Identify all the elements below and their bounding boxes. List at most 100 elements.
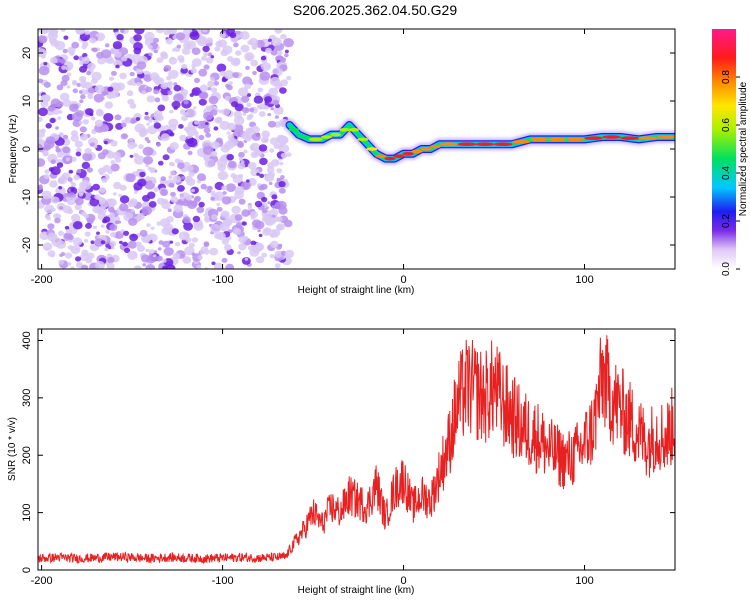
noise-speckle: [156, 57, 164, 63]
noise-speckle: [253, 95, 264, 104]
noise-speckle: [43, 144, 51, 151]
top-y-tick-label: -20: [21, 237, 33, 253]
noise-speckle: [101, 177, 108, 183]
top-x-tick-label: -200: [31, 274, 53, 286]
noise-speckle: [221, 185, 228, 191]
noise-speckle: [237, 162, 246, 170]
noise-speckle: [100, 240, 106, 245]
noise-speckle: [113, 59, 122, 68]
noise-speckle: [133, 34, 142, 42]
noise-speckle: [239, 31, 250, 40]
noise-speckle: [271, 205, 276, 209]
noise-speckle: [190, 67, 197, 74]
noise-speckle: [72, 119, 82, 127]
noise-speckle: [44, 169, 50, 174]
noise-speckle: [163, 29, 171, 36]
noise-speckle: [279, 161, 284, 166]
noise-speckle: [267, 113, 272, 117]
noise-speckle: [135, 241, 142, 247]
noise-speckle: [274, 29, 283, 34]
noise-speckle: [154, 97, 161, 103]
noise-speckle: [202, 29, 208, 33]
noise-speckle: [123, 230, 130, 236]
ridge-hotspot: [297, 135, 311, 139]
noise-speckle: [95, 206, 104, 215]
ridge-hotspot: [566, 137, 585, 142]
noise-speckle: [249, 142, 261, 152]
noise-speckle: [278, 181, 286, 188]
noise-speckle: [81, 56, 91, 64]
spectrogram-frame: [37, 28, 676, 270]
noise-speckle: [161, 95, 169, 102]
noise-speckle: [157, 247, 162, 251]
noise-speckle: [110, 232, 117, 238]
noise-speckle: [82, 179, 89, 186]
noise-speckle: [153, 37, 159, 43]
noise-speckle: [117, 220, 122, 224]
noise-speckle: [58, 230, 64, 236]
noise-speckle: [259, 173, 265, 178]
noise-speckle: [110, 70, 117, 76]
noise-speckle: [169, 170, 176, 176]
noise-speckle: [272, 99, 280, 106]
noise-speckle: [68, 169, 74, 174]
noise-speckle: [203, 64, 210, 70]
noise-speckle: [207, 80, 215, 88]
noise-speckle: [277, 50, 283, 56]
noise-speckle: [240, 44, 250, 53]
noise-speckle: [67, 262, 72, 266]
noise-speckle: [185, 237, 192, 243]
noise-speckle: [205, 122, 209, 126]
noise-speckle: [64, 225, 70, 230]
noise-speckle: [38, 185, 43, 191]
noise-speckle: [243, 149, 248, 154]
noise-speckle: [234, 186, 245, 195]
noise-speckle: [74, 203, 82, 211]
noise-speckle: [224, 244, 232, 251]
noise-speckle: [182, 256, 192, 264]
noise-speckle: [172, 252, 181, 259]
noise-speckle: [119, 72, 127, 80]
noise-speckle: [274, 250, 283, 259]
noise-speckle: [242, 112, 247, 116]
noise-speckle: [168, 118, 179, 128]
noise-speckle: [191, 252, 196, 256]
noise-speckle: [256, 172, 260, 176]
noise-speckle: [144, 31, 155, 42]
noise-speckle: [221, 257, 228, 263]
noise-speckle: [94, 194, 101, 200]
noise-speckle: [198, 98, 207, 106]
noise-region: [38, 29, 295, 269]
noise-speckle: [118, 193, 122, 197]
noise-speckle: [103, 140, 108, 145]
noise-speckle: [80, 133, 88, 141]
noise-speckle: [248, 113, 254, 119]
noise-speckle: [263, 105, 269, 110]
noise-speckle: [200, 183, 207, 190]
noise-speckle: [63, 134, 69, 140]
noise-speckle: [110, 246, 115, 250]
noise-speckle: [84, 30, 90, 35]
noise-speckle: [70, 266, 75, 269]
noise-speckle: [107, 169, 113, 175]
noise-speckle: [233, 42, 239, 48]
noise-speckle: [216, 63, 227, 73]
noise-speckle: [196, 264, 202, 269]
noise-speckle: [70, 181, 74, 185]
noise-speckle: [38, 78, 44, 84]
noise-speckle: [49, 57, 58, 64]
noise-speckle: [134, 123, 146, 133]
noise-speckle: [144, 111, 149, 116]
noise-speckle: [146, 139, 151, 144]
ridge-hotspot: [366, 147, 378, 151]
noise-speckle: [260, 183, 268, 190]
noise-speckle: [246, 93, 251, 97]
noise-speckle: [216, 231, 226, 241]
noise-speckle: [271, 194, 278, 200]
top-x-tick-label: 100: [575, 274, 593, 286]
noise-speckle: [251, 132, 261, 141]
noise-speckle: [280, 79, 288, 87]
noise-speckle: [191, 237, 198, 243]
noise-speckle: [213, 105, 218, 110]
noise-speckle: [104, 43, 110, 48]
